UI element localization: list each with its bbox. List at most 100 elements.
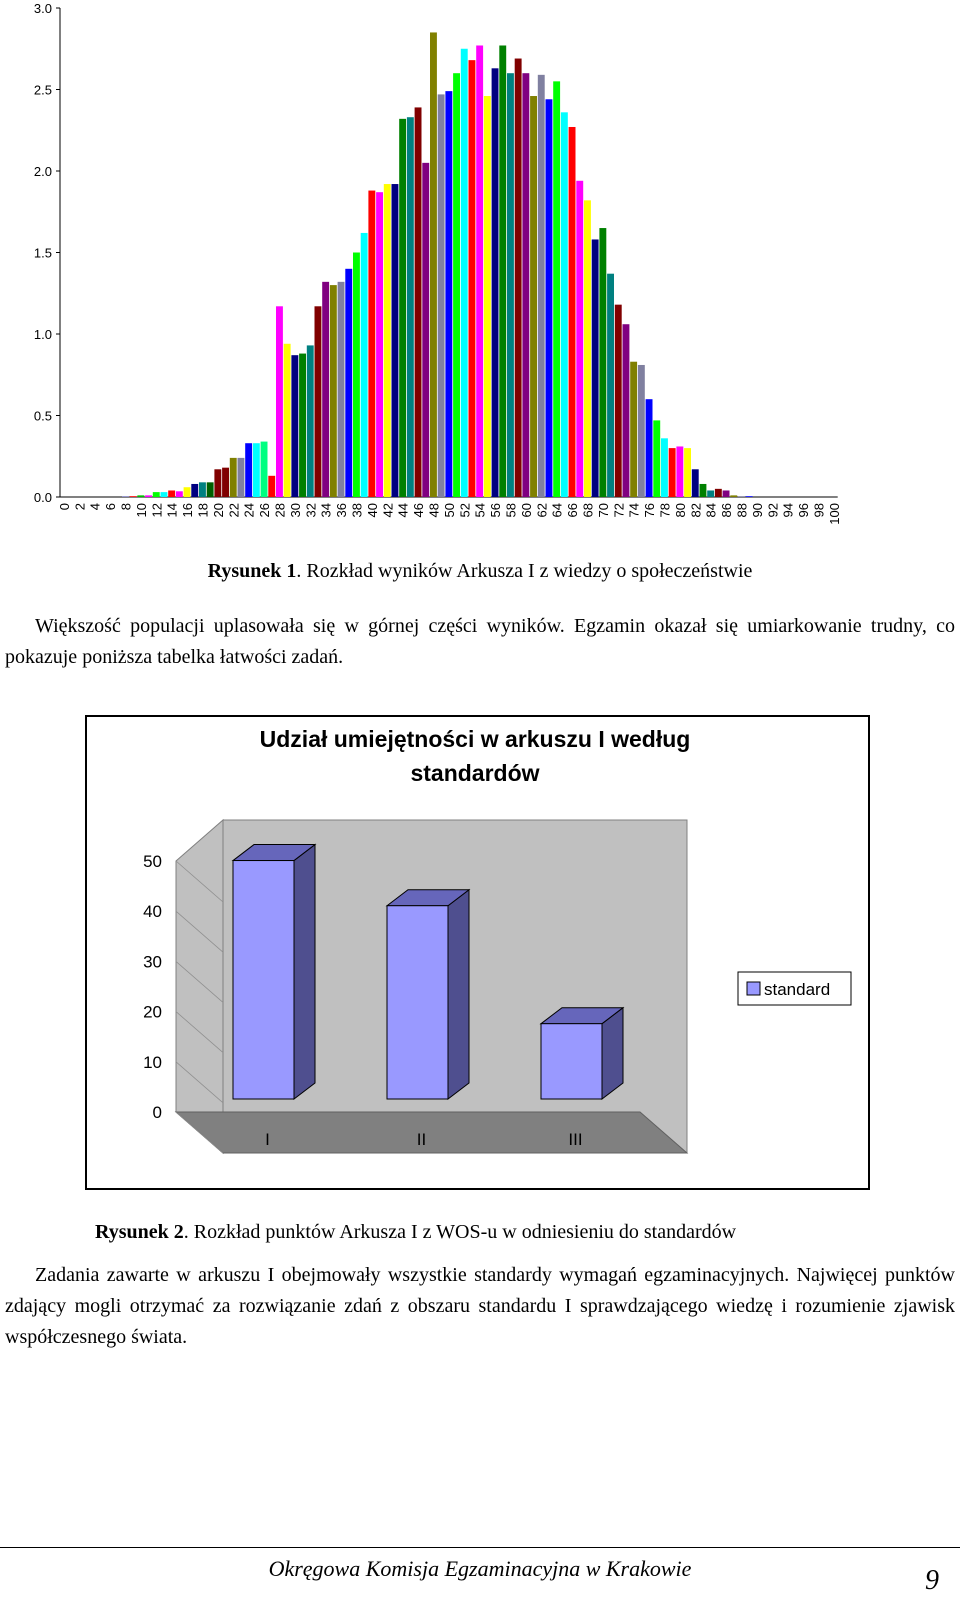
- paragraph-2: Zadania zawarte w arkuszu I obejmowały w…: [5, 1260, 955, 1353]
- histogram-bar: [453, 73, 460, 497]
- standards-bar-chart: Udział umiejętności w arkuszu I według st…: [143, 726, 852, 1155]
- x-tick-label: 22: [226, 503, 241, 517]
- histogram-bar: [707, 490, 715, 497]
- x-tick-label: 86: [719, 503, 734, 517]
- histogram-bar: [460, 48, 468, 497]
- x-tick-label: 70: [596, 503, 611, 517]
- x-tick-label: 80: [673, 503, 688, 517]
- x-tick-label: 44: [396, 503, 411, 517]
- x-tick-label: 28: [272, 503, 287, 517]
- y-tick-label: 0.0: [34, 490, 52, 505]
- figure-1-caption: Rysunek 1. Rozkład wyników Arkusza I z w…: [0, 560, 960, 583]
- x-tick-label: 34: [319, 503, 334, 517]
- histogram-bar: [730, 495, 738, 497]
- histogram-bar: [268, 475, 276, 497]
- histogram-bar: [152, 492, 160, 497]
- histogram-bar: [183, 487, 191, 497]
- histogram-bar: [483, 96, 491, 498]
- histogram-bar: [668, 448, 676, 497]
- histogram-bar: [368, 190, 376, 497]
- chart-2-frame: Udział umiejętności w arkuszu I według st…: [85, 715, 870, 1190]
- x-tick-label: 74: [627, 503, 642, 517]
- histogram-bar: [584, 200, 591, 497]
- histogram-bar: [738, 496, 745, 497]
- x-tick-label: 54: [473, 503, 488, 517]
- x-tick-label: 68: [580, 503, 595, 517]
- histogram-bar: [345, 268, 353, 497]
- histogram-bar: [337, 281, 345, 497]
- histogram-bar: [684, 448, 691, 497]
- x-tick-label: 2: [72, 503, 87, 510]
- x-tick-label: 66: [565, 503, 580, 517]
- x-tick-label: 76: [642, 503, 657, 517]
- histogram-bar: [306, 345, 314, 497]
- histogram-bar: [414, 107, 422, 498]
- x-tick-label: 6: [103, 503, 118, 510]
- chart-2-legend-swatch: [746, 981, 761, 996]
- histogram-bar: [637, 364, 645, 497]
- chart-2-x-tick-label: II: [417, 1130, 426, 1149]
- chart-2-bar-side: [447, 888, 470, 1101]
- x-tick-label: 98: [811, 503, 826, 517]
- y-tick-label: 1.5: [34, 246, 52, 261]
- chart-2-gridline: [175, 1061, 224, 1104]
- histogram-bar: [329, 285, 337, 497]
- histogram-bar: [422, 162, 430, 497]
- footer-text: Okręgowa Komisja Egzaminacyjna w Krakowi…: [268, 1556, 692, 1581]
- histogram-chart: 0.00.51.01.52.02.53.00 2 4 6 8 10 12 14 16 18 20 22…: [34, 1, 842, 525]
- histogram-bar: [676, 446, 684, 497]
- x-tick-label: 38: [349, 503, 364, 517]
- figure-2-caption: Rysunek 2. Rozkład punktów Arkusza I z W…: [95, 1221, 736, 1244]
- histogram-bar: [607, 273, 614, 497]
- histogram-bar: [291, 355, 299, 497]
- histogram-bar: [722, 490, 730, 497]
- y-tick-label: 2.5: [34, 83, 52, 98]
- histogram-bar: [576, 180, 584, 497]
- histogram-bar: [499, 45, 507, 498]
- figure-2-label: Rysunek 2: [95, 1221, 184, 1243]
- chart-2-gridline: [175, 1111, 224, 1154]
- histogram-bar: [599, 228, 607, 498]
- histogram-bar: [653, 420, 661, 497]
- x-tick-label: 52: [457, 503, 472, 517]
- x-tick-label: 84: [704, 503, 719, 517]
- histogram-bar: [229, 457, 237, 497]
- chart-2-x-tick-label: III: [568, 1130, 582, 1149]
- histogram-bar: [568, 126, 576, 498]
- histogram-bar: [622, 324, 630, 497]
- x-tick-label: 40: [365, 503, 380, 517]
- chart-2-gridline: [175, 860, 224, 903]
- x-tick-label: 50: [442, 503, 457, 517]
- histogram-bar: [699, 483, 707, 497]
- chart-2-title-line-2: standardów: [410, 760, 539, 786]
- histogram-bar: [745, 496, 753, 497]
- x-tick-label: 48: [426, 503, 441, 517]
- histogram-bar: [252, 443, 260, 497]
- histogram-bar: [614, 304, 622, 497]
- x-tick-label: 0: [57, 503, 72, 510]
- histogram-bar: [491, 68, 499, 497]
- histogram-bar: [206, 482, 214, 497]
- chart-2-legend-label: standard: [764, 980, 830, 999]
- chart-2-y-tick-label: 30: [143, 952, 162, 971]
- histogram-bar: [522, 73, 530, 497]
- histogram-bar: [645, 399, 653, 497]
- paragraph-1-text: Większość populacji uplasowała się w gór…: [5, 615, 955, 668]
- histogram-bar: [160, 492, 168, 497]
- histogram-bar: [168, 490, 176, 497]
- x-tick-label: 82: [688, 503, 703, 517]
- chart-2-title-line-1: Udział umiejętności w arkuszu I według: [260, 726, 691, 752]
- histogram-bar: [560, 112, 568, 497]
- histogram-bar: [714, 488, 722, 497]
- chart-2-y-tick-label: 20: [143, 1003, 162, 1022]
- x-tick-label: 62: [534, 503, 549, 517]
- x-tick-label: 36: [334, 503, 349, 517]
- histogram-bar: [661, 438, 668, 497]
- figure-1-label: Rysunek 1: [207, 560, 297, 582]
- y-tick-label: 0.5: [34, 409, 52, 424]
- chart-2-floor: [174, 1111, 689, 1154]
- x-tick-label: 60: [519, 503, 534, 517]
- x-tick-label: 100: [827, 503, 842, 525]
- paragraph-2-text: Zadania zawarte w arkuszu I obejmowały w…: [5, 1264, 955, 1348]
- chart-2-y-tick-label: 40: [143, 902, 162, 921]
